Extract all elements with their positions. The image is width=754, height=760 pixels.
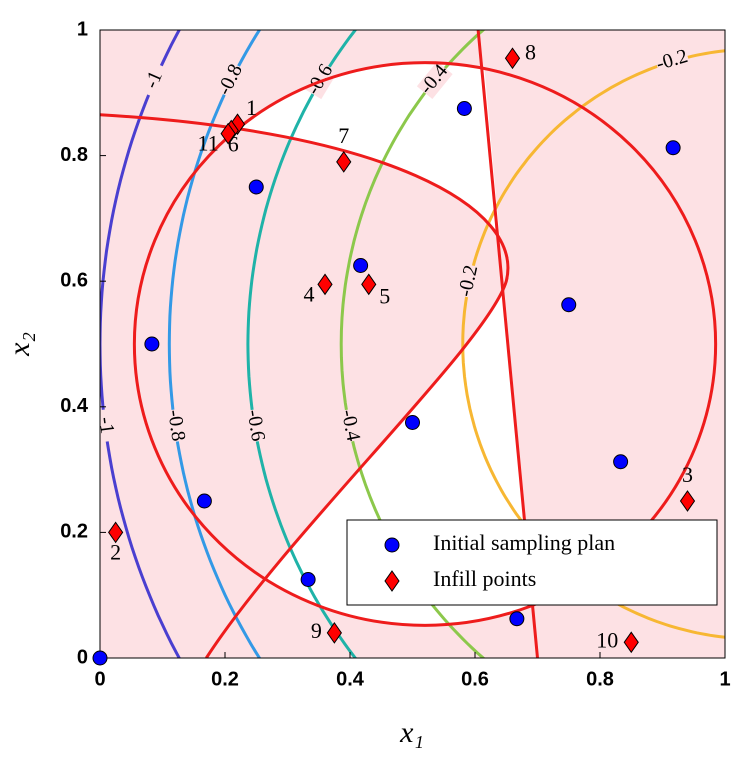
point-label: 2 xyxy=(110,539,121,564)
point-label: 4 xyxy=(304,281,315,306)
y-tick-label: 1 xyxy=(77,18,88,40)
point-label: 9 xyxy=(311,618,322,643)
point-label: 5 xyxy=(379,283,390,308)
x-tick-label: 0.2 xyxy=(211,668,239,690)
legend: Initial sampling plan Infill points xyxy=(347,520,717,605)
point xyxy=(510,612,524,626)
x-axis-label: x₁ xyxy=(399,716,424,749)
contour-label: -1 xyxy=(94,416,118,435)
point xyxy=(406,416,420,430)
x-tick-label: 1 xyxy=(719,668,730,690)
x-tick-label: 0.4 xyxy=(336,668,365,690)
point xyxy=(457,102,471,116)
point-label: 1 xyxy=(246,95,257,120)
x-tick-label: 0 xyxy=(94,668,105,690)
point xyxy=(562,298,576,312)
contour-label: -0.8 xyxy=(163,408,189,442)
point xyxy=(93,651,107,665)
point xyxy=(614,455,628,469)
y-tick-label: 0.8 xyxy=(60,144,88,166)
point xyxy=(354,259,368,273)
y-tick-label: 0.2 xyxy=(60,521,88,543)
x-tick-label: 0.6 xyxy=(461,668,489,690)
legend-label: Infill points xyxy=(433,566,536,591)
x-tick-label: 0.8 xyxy=(586,668,614,690)
y-tick-label: 0.4 xyxy=(60,395,89,417)
point-label: 7 xyxy=(338,123,349,148)
y-tick-label: 0 xyxy=(77,646,88,668)
point-label: 8 xyxy=(525,39,536,64)
point xyxy=(301,573,315,587)
point-label: 11 xyxy=(198,131,219,156)
y-tick-label: 0.6 xyxy=(60,269,88,291)
legend-label: Initial sampling plan xyxy=(433,530,615,555)
point xyxy=(197,494,211,508)
point xyxy=(666,141,680,155)
point xyxy=(145,337,159,351)
point-label: 3 xyxy=(682,462,693,487)
point-label: 10 xyxy=(596,627,618,652)
plot-area: -1-1-0.8-0.8-0.6-0.6-0.4-0.4-0.2-0.2 xyxy=(38,0,754,755)
y-axis-label: x₂ xyxy=(3,332,36,357)
point xyxy=(249,180,263,194)
legend-marker xyxy=(385,538,399,552)
